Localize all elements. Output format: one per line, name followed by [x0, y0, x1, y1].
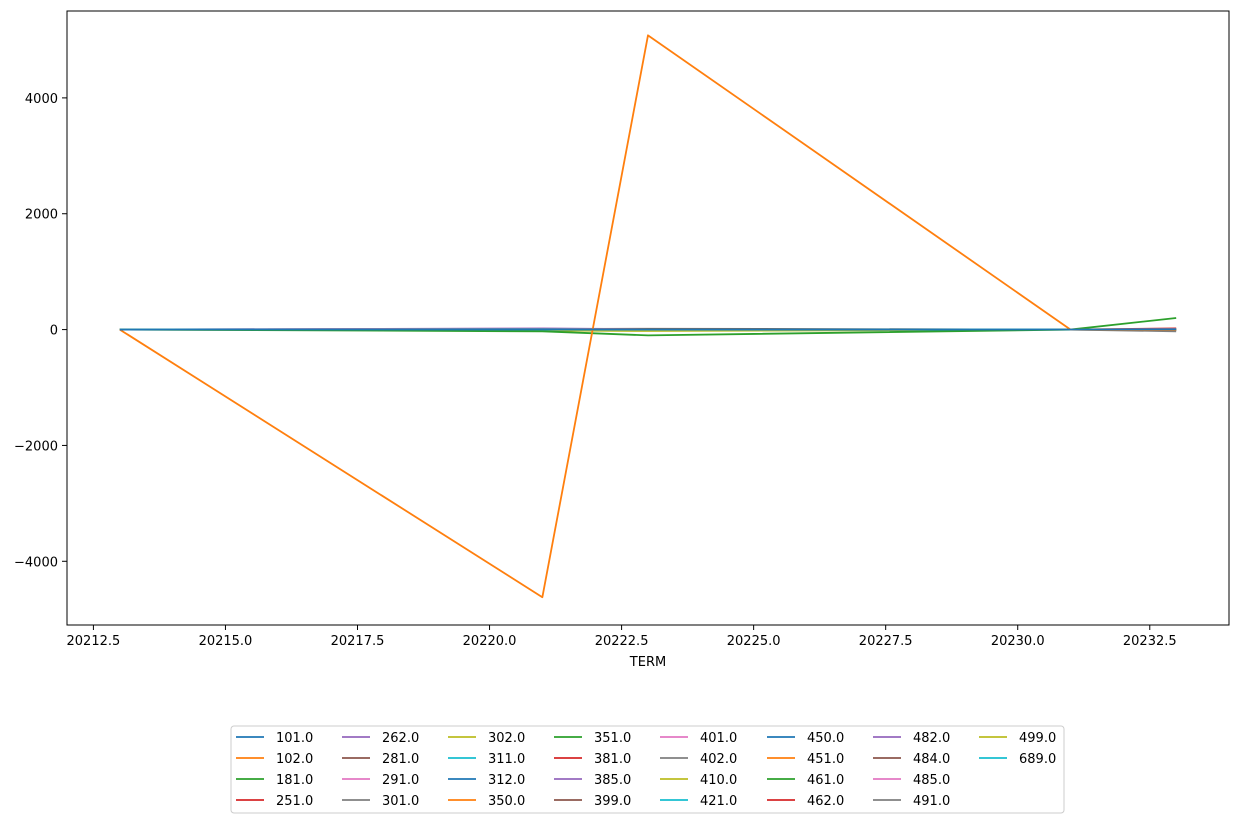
x-tick-label: 20215.0 — [199, 634, 253, 649]
legend-label: 689.0 — [1019, 752, 1056, 767]
legend-label: 484.0 — [913, 752, 950, 767]
legend-label: 291.0 — [382, 773, 419, 788]
legend-label: 450.0 — [807, 731, 844, 746]
x-tick-label: 20232.5 — [1123, 634, 1177, 649]
x-tick-label: 20227.5 — [859, 634, 913, 649]
legend-label: 462.0 — [807, 794, 844, 809]
legend-label: 485.0 — [913, 773, 950, 788]
legend-label: 399.0 — [594, 794, 631, 809]
legend-label: 499.0 — [1019, 731, 1056, 746]
legend-label: 385.0 — [594, 773, 631, 788]
x-tick-label: 20220.0 — [463, 634, 517, 649]
x-tick-label: 20230.0 — [991, 634, 1045, 649]
y-tick-label: −4000 — [14, 555, 58, 570]
legend-label: 350.0 — [488, 794, 525, 809]
series-line-102-0 — [119, 34, 1177, 599]
legend-label: 302.0 — [488, 731, 525, 746]
legend-label: 491.0 — [913, 794, 950, 809]
legend-label: 421.0 — [700, 794, 737, 809]
y-tick-label: −2000 — [14, 439, 58, 454]
y-axis-ticks: −4000 −2000 0 2000 4000 — [14, 92, 67, 570]
legend-label: 482.0 — [913, 731, 950, 746]
legend: 101.0 102.0 181.0 251.0 262.0 281.0 291.0 301.0… — [230, 725, 1065, 814]
y-tick-label: 0 — [50, 324, 58, 339]
x-axis-title: TERM — [629, 655, 666, 670]
legend-label: 401.0 — [700, 731, 737, 746]
plot-frame — [66, 10, 1230, 626]
x-tick-label: 20222.5 — [595, 634, 649, 649]
legend-label: 311.0 — [488, 752, 525, 767]
legend-label: 402.0 — [700, 752, 737, 767]
series-line-181-0 — [119, 317, 1177, 337]
legend-box — [230, 725, 1065, 814]
legend-label: 101.0 — [276, 731, 313, 746]
legend-label: 301.0 — [382, 794, 419, 809]
legend-label: 281.0 — [382, 752, 419, 767]
x-axis-ticks: 20212.5 20215.0 20217.5 20220.0 20222.5 20225… — [67, 625, 1177, 649]
legend-label: 251.0 — [276, 794, 313, 809]
y-tick-label: 2000 — [25, 208, 58, 223]
x-tick-label: 20225.0 — [727, 634, 781, 649]
legend-label: 381.0 — [594, 752, 631, 767]
legend-label: 410.0 — [700, 773, 737, 788]
x-tick-label: 20217.5 — [331, 634, 385, 649]
legend-label: 262.0 — [382, 731, 419, 746]
series-lines — [119, 34, 1177, 599]
legend-label: 351.0 — [594, 731, 631, 746]
legend-label: 461.0 — [807, 773, 844, 788]
legend-label: 451.0 — [807, 752, 844, 767]
x-tick-label: 20212.5 — [67, 634, 121, 649]
y-tick-label: 4000 — [25, 92, 58, 107]
legend-label: 312.0 — [488, 773, 525, 788]
legend-label: 181.0 — [276, 773, 313, 788]
legend-label: 102.0 — [276, 752, 313, 767]
